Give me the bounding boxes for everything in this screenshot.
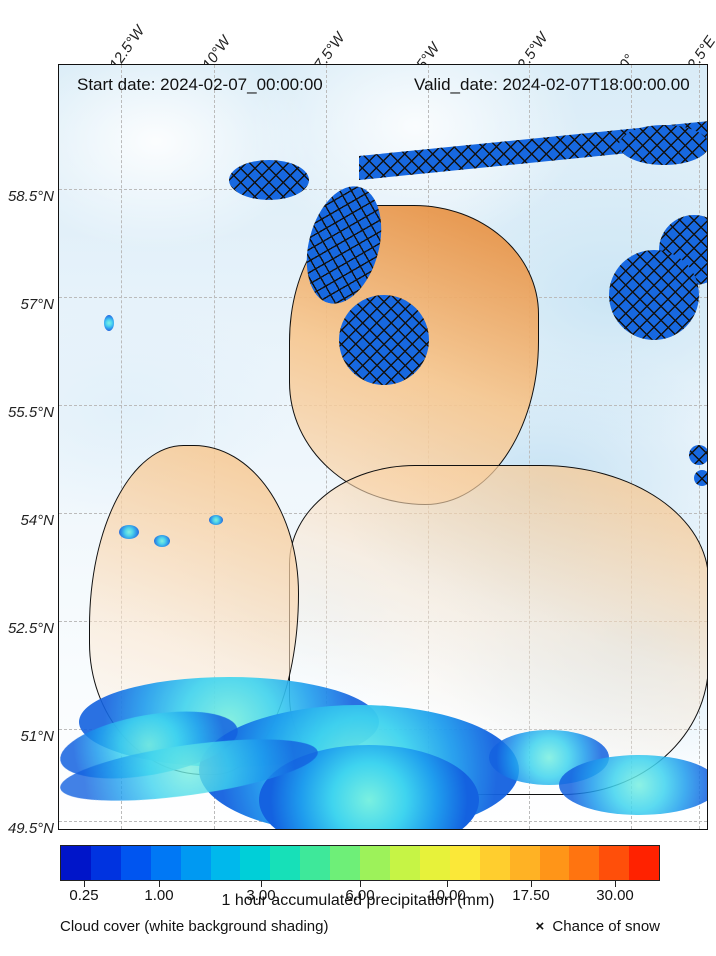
colorbar-segment-5: [211, 846, 241, 880]
lat-tick-2: 55.5°N: [4, 404, 54, 421]
precip-blob-ireland-south-3: [209, 515, 223, 525]
colorbar-caption: 1 hour accumulated precipitation (mm): [0, 892, 716, 910]
lat-tick-0: 58.5°N: [4, 188, 54, 205]
colorbar-segment-14: [480, 846, 510, 880]
snow-blob-farright1: [689, 445, 708, 465]
colorbar-segment-13: [450, 846, 480, 880]
colorbar-segment-6: [240, 846, 270, 880]
gridline-lat: [59, 189, 707, 190]
colorbar-segment-18: [599, 846, 629, 880]
valid-date-label: Valid_date: 2024-02-07T18:00:00.00: [414, 75, 690, 95]
snow-blob-farne: [619, 125, 708, 165]
legend-row: Cloud cover (white background shading) ×…: [60, 918, 660, 935]
snow-blob-central: [339, 295, 429, 385]
colorbar-segment-19: [629, 846, 659, 880]
weather-map-app: 12.5°W 10°W 7.5°W 5°W 2.5°W 0° 2.5°E 58.…: [0, 0, 716, 956]
colorbar-segment-8: [300, 846, 330, 880]
colorbar-segment-17: [569, 846, 599, 880]
lat-tick-3: 54°N: [4, 512, 54, 529]
colorbar-segment-15: [510, 846, 540, 880]
lat-tick-1: 57°N: [4, 296, 54, 313]
precip-blob-ireland-south-2: [154, 535, 170, 547]
map-canvas[interactable]: Start date: 2024-02-07_00:00:00 Valid_da…: [58, 64, 708, 830]
colorbar-segment-2: [121, 846, 151, 880]
precip-blob-east-2: [559, 755, 708, 815]
colorbar-segment-0: [61, 846, 91, 880]
colorbar-segment-12: [420, 846, 450, 880]
colorbar-segment-1: [91, 846, 121, 880]
colorbar-segment-10: [360, 846, 390, 880]
snow-blob-farright2: [694, 470, 708, 486]
colorbar-segment-7: [270, 846, 300, 880]
precip-colorbar[interactable]: [60, 845, 660, 881]
colorbar-segment-4: [181, 846, 211, 880]
lat-tick-6: 49.5°N: [4, 820, 54, 837]
colorbar-segment-11: [390, 846, 420, 880]
start-date-label: Start date: 2024-02-07_00:00:00: [77, 75, 323, 95]
snow-blob-hebrides-north: [229, 160, 309, 200]
colorbar-segment-3: [151, 846, 181, 880]
precip-blob-hebrides: [104, 315, 114, 331]
precip-blob-ireland-south-1: [119, 525, 139, 539]
colorbar-segment-16: [540, 846, 570, 880]
top-axis: 12.5°W 10°W 7.5°W 5°W 2.5°W 0° 2.5°E: [0, 6, 716, 64]
lat-tick-4: 52.5°N: [4, 620, 54, 637]
snow-chance-legend: × Chance of snow: [536, 918, 661, 935]
snow-blob-east2: [609, 250, 699, 340]
colorbar-segment-9: [330, 846, 360, 880]
cloud-cover-legend: Cloud cover (white background shading): [60, 918, 328, 935]
lat-tick-5: 51°N: [4, 728, 54, 745]
